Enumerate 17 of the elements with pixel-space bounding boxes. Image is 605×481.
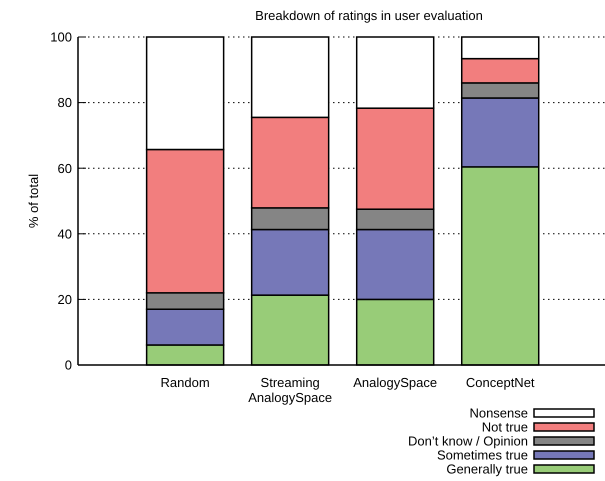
x-tick-label: AnalogySpace (353, 375, 438, 390)
x-tick-label: Random (160, 375, 210, 390)
y-tick-label: 60 (58, 160, 72, 176)
chart-title: Breakdown of ratings in user evaluation (255, 8, 483, 23)
legend-label: Nonsense (469, 406, 528, 421)
y-tick-label: 0 (64, 358, 72, 373)
y-axis-title: % of total (26, 174, 41, 228)
x-tick-label: Streaming AnalogySpace (248, 375, 332, 405)
legend-label: Sometimes true (436, 448, 528, 463)
legend-label: Generally true (446, 462, 528, 477)
y-tick-label: 100 (50, 30, 72, 45)
y-tick-label: 80 (58, 95, 72, 110)
x-tick-label: ConceptNet (466, 375, 535, 390)
legend-label: Don’t know / Opinion (408, 434, 528, 449)
legend-label: Not true (482, 420, 528, 435)
y-tick-label: 20 (58, 292, 72, 307)
y-tick-label: 40 (58, 226, 72, 242)
